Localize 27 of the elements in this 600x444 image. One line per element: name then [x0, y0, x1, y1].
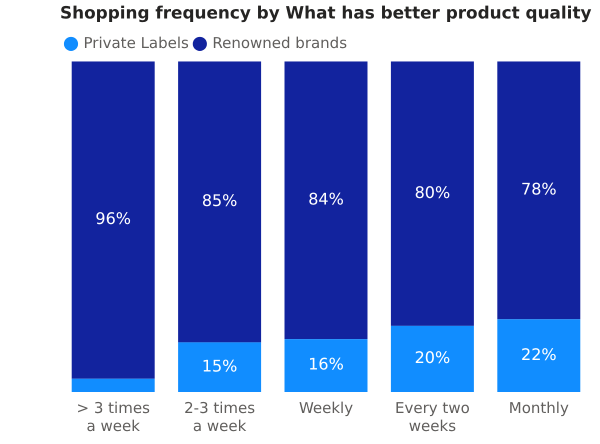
bar — [72, 378, 155, 392]
data-label: 22% — [521, 344, 557, 364]
bar — [497, 61, 580, 320]
bar — [284, 61, 368, 340]
bar — [284, 339, 368, 392]
data-label: 20% — [414, 348, 450, 368]
data-label: 15% — [202, 356, 238, 376]
data-label: 96% — [95, 209, 131, 228]
bar — [178, 61, 262, 342]
bar — [497, 319, 580, 392]
legend-label: Private Labels — [84, 34, 190, 52]
x-tick-label: Every two weeks — [395, 398, 470, 435]
data-label: 80% — [414, 182, 450, 202]
data-label: 16% — [308, 354, 344, 374]
data-label: 84% — [308, 189, 344, 208]
bar — [390, 326, 474, 392]
data-label: 78% — [521, 179, 557, 198]
chart-title: Shopping frequency by What has better product quality — [60, 2, 592, 23]
x-tick-label: 2-3 times a week — [184, 398, 256, 435]
x-tick-label: Weekly — [298, 398, 354, 417]
legend-label: Renowned brands — [212, 34, 348, 52]
bar — [390, 61, 474, 326]
data-label: 85% — [202, 191, 238, 210]
bar — [178, 342, 262, 392]
bar — [72, 61, 155, 379]
x-tick-label: Monthly — [508, 398, 569, 417]
x-tick-label: > 3 times a week — [76, 398, 150, 435]
